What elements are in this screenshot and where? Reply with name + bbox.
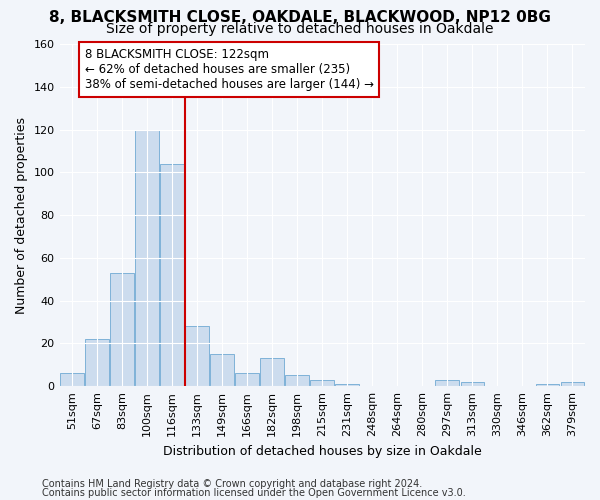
- Text: 8, BLACKSMITH CLOSE, OAKDALE, BLACKWOOD, NP12 0BG: 8, BLACKSMITH CLOSE, OAKDALE, BLACKWOOD,…: [49, 10, 551, 25]
- Text: Size of property relative to detached houses in Oakdale: Size of property relative to detached ho…: [106, 22, 494, 36]
- Bar: [436, 380, 459, 386]
- Bar: [461, 382, 484, 386]
- Bar: [536, 384, 559, 386]
- Bar: [310, 380, 334, 386]
- Bar: [560, 382, 584, 386]
- Text: Contains public sector information licensed under the Open Government Licence v3: Contains public sector information licen…: [42, 488, 466, 498]
- Bar: [60, 374, 84, 386]
- Bar: [335, 384, 359, 386]
- X-axis label: Distribution of detached houses by size in Oakdale: Distribution of detached houses by size …: [163, 444, 482, 458]
- Bar: [85, 339, 109, 386]
- Bar: [110, 273, 134, 386]
- Bar: [210, 354, 234, 386]
- Text: 8 BLACKSMITH CLOSE: 122sqm
← 62% of detached houses are smaller (235)
38% of sem: 8 BLACKSMITH CLOSE: 122sqm ← 62% of deta…: [85, 48, 374, 92]
- Bar: [235, 374, 259, 386]
- Bar: [160, 164, 184, 386]
- Bar: [135, 130, 159, 386]
- Bar: [260, 358, 284, 386]
- Bar: [286, 376, 309, 386]
- Y-axis label: Number of detached properties: Number of detached properties: [15, 116, 28, 314]
- Text: Contains HM Land Registry data © Crown copyright and database right 2024.: Contains HM Land Registry data © Crown c…: [42, 479, 422, 489]
- Bar: [185, 326, 209, 386]
